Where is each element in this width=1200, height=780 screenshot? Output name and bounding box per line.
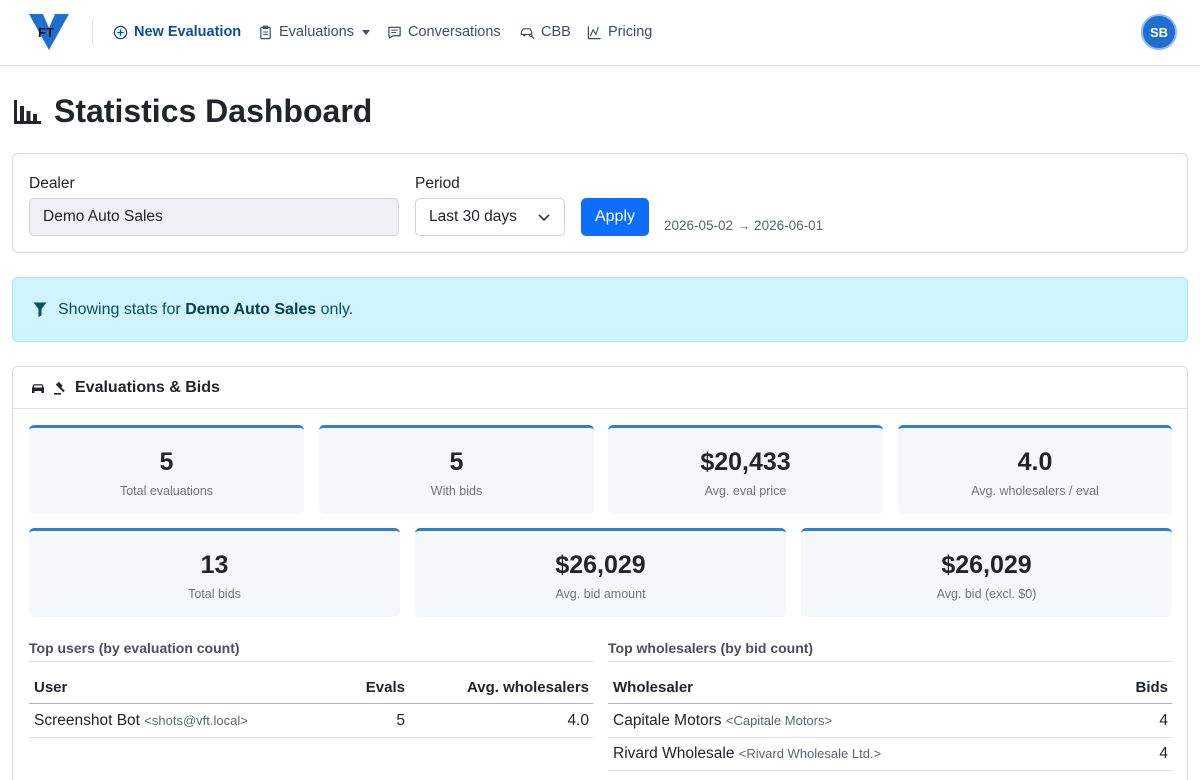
stat-value: $26,029: [941, 551, 1032, 579]
stat-value: $26,029: [555, 551, 646, 579]
wholesaler-cell: Capitale Motors <Capitale Motors>: [613, 712, 832, 730]
nav-new-evaluation-label: New Evaluation: [134, 24, 242, 40]
wholesaler-name: Capitale Motors: [613, 712, 722, 729]
column-header-user: User: [34, 679, 68, 696]
nav-evaluations-dropdown[interactable]: Evaluations: [258, 22, 370, 42]
gavel-icon: [54, 381, 65, 395]
stat-total-evaluations: 5 Total evaluations: [29, 425, 304, 514]
alert-prefix: Showing stats for: [58, 300, 181, 318]
filter-card: Dealer Demo Auto Sales Period Last 30 da…: [12, 153, 1188, 253]
top-navbar: FT New Evaluation Evaluations Conversati…: [0, 0, 1200, 66]
nav-pricing[interactable]: Pricing: [587, 22, 652, 42]
stat-value: 5: [159, 448, 174, 476]
top-users-title: Top users (by evaluation count): [29, 640, 240, 656]
stat-value: 13: [200, 551, 229, 579]
stat-avg-eval-price: $20,433 Avg. eval price: [608, 425, 883, 514]
stat-caption: Total bids: [188, 587, 241, 601]
date-range-text: 2026-05-02 → 2026-06-01: [664, 218, 824, 233]
nav-cbb[interactable]: CBB: [520, 22, 571, 42]
stat-caption: Avg. bid amount: [555, 587, 646, 601]
period-label: Period: [415, 175, 460, 192]
column-header-avg-wholesalers: Avg. wholesalers: [467, 679, 589, 696]
plus-circle-icon: [113, 25, 128, 39]
page-title-text: Statistics Dashboard: [54, 92, 373, 129]
avg-wholesalers-cell: 4.0: [567, 712, 589, 729]
stat-caption: Avg. eval price: [704, 484, 787, 498]
divider: [29, 703, 593, 704]
car-icon: [32, 383, 44, 393]
bar-chart-icon: [14, 100, 41, 124]
page-title: Statistics Dashboard: [14, 90, 372, 132]
stat-total-bids: 13 Total bids: [29, 528, 400, 617]
wholesaler-detail: <Capitale Motors>: [725, 713, 833, 728]
period-select-value: Last 30 days: [429, 208, 517, 225]
apply-button[interactable]: Apply: [581, 198, 649, 236]
brand-logo[interactable]: FT: [29, 14, 69, 50]
stat-caption: Avg. wholesalers / eval: [971, 484, 1099, 498]
bids-cell: 4: [1159, 745, 1168, 762]
chat-icon: [388, 26, 401, 39]
svg-text:FT: FT: [38, 25, 54, 40]
nav-conversations[interactable]: Conversations: [387, 22, 501, 42]
chevron-down-icon: [538, 214, 550, 222]
user-email: <shots@vft.local>: [144, 713, 248, 728]
stat-caption: With bids: [430, 484, 483, 498]
column-header-bids: Bids: [1135, 679, 1168, 696]
divider: [608, 737, 1172, 738]
clipboard-icon: [260, 25, 271, 39]
divider: [608, 770, 1172, 771]
stat-avg-bid-amount: $26,029 Avg. bid amount: [415, 528, 786, 617]
alert-dealer-name: Demo Auto Sales: [185, 300, 317, 318]
filter-icon: [33, 302, 47, 317]
dealer-field[interactable]: Demo Auto Sales: [29, 198, 399, 236]
stat-value: 4.0: [1017, 448, 1053, 476]
divider: [29, 661, 593, 662]
evaluations-bids-card: Evaluations & Bids 5 Total evaluations 5…: [12, 366, 1188, 780]
evals-cell: 5: [396, 712, 405, 729]
period-select[interactable]: Last 30 days: [415, 198, 565, 236]
stat-avg-wholesalers: 4.0 Avg. wholesalers / eval: [898, 425, 1172, 514]
column-header-evals: Evals: [365, 679, 405, 696]
dealer-filter-alert: Showing stats for Demo Auto Sales only.: [12, 277, 1188, 342]
nav-evaluations-label: Evaluations: [279, 24, 354, 40]
user-cell: Screenshot Bot <shots@vft.local>: [34, 712, 248, 730]
nav-conversations-label: Conversations: [408, 24, 501, 40]
chevron-down-icon: [361, 29, 370, 35]
wholesaler-cell: Rivard Wholesale <Rivard Wholesale Ltd.>: [613, 745, 881, 763]
nav-new-evaluation[interactable]: New Evaluation: [113, 22, 241, 42]
divider: [29, 737, 593, 738]
alert-suffix: only.: [320, 300, 354, 318]
wholesaler-detail: <Rivard Wholesale Ltd.>: [738, 746, 882, 761]
divider: [608, 703, 1172, 704]
car-search-icon: [520, 27, 535, 39]
user-name: Screenshot Bot: [34, 712, 140, 729]
stat-caption: Total evaluations: [119, 484, 214, 498]
section-header: Evaluations & Bids: [13, 367, 1187, 409]
top-wholesalers-title: Top wholesalers (by bid count): [608, 640, 814, 656]
stat-avg-bid-excl-zero: $26,029 Avg. bid (excl. $0): [801, 528, 1172, 617]
nav-cbb-label: CBB: [541, 24, 571, 40]
stat-caption: Avg. bid (excl. $0): [936, 587, 1037, 601]
section-title: Evaluations & Bids: [75, 378, 220, 396]
logo-icon: FT: [29, 14, 69, 50]
nav-divider: [92, 20, 93, 44]
dealer-label: Dealer: [29, 175, 75, 192]
bids-cell: 4: [1159, 712, 1168, 729]
wholesaler-name: Rivard Wholesale: [613, 745, 735, 762]
user-avatar[interactable]: SB: [1141, 14, 1177, 50]
stat-value: 5: [449, 448, 464, 476]
stat-value: $20,433: [700, 448, 791, 476]
nav-pricing-label: Pricing: [608, 24, 653, 40]
stat-with-bids: 5 With bids: [319, 425, 594, 514]
column-header-wholesaler: Wholesaler: [613, 679, 694, 696]
divider: [608, 661, 1172, 662]
graph-icon: [587, 25, 601, 39]
